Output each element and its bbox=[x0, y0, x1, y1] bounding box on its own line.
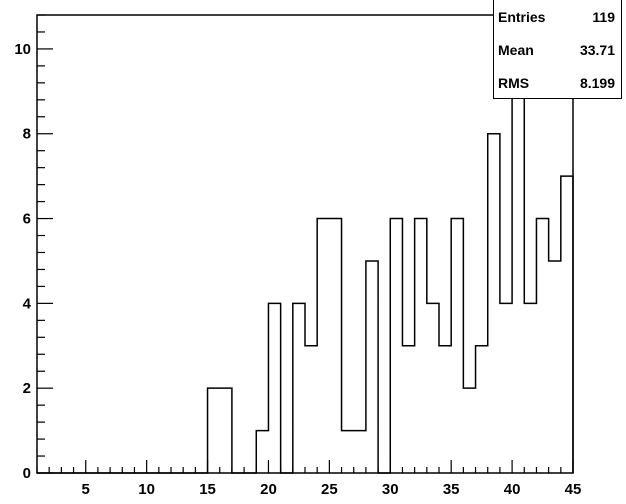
x-tick-label: 35 bbox=[443, 481, 460, 498]
y-tick-label: 0 bbox=[23, 465, 31, 482]
x-tick-labels: 5 10 15 20 25 30 35 40 45 bbox=[82, 481, 582, 498]
x-tick-label: 5 bbox=[82, 481, 90, 498]
y-tick-labels: 0 2 4 6 8 10 bbox=[14, 41, 31, 482]
x-tick-label: 25 bbox=[321, 481, 338, 498]
histogram-outline bbox=[37, 48, 574, 474]
stat-label: Entries bbox=[498, 8, 546, 25]
stat-label: Mean bbox=[498, 41, 534, 58]
x-tick-label: 10 bbox=[138, 481, 155, 498]
x-tick-label: 20 bbox=[260, 481, 277, 498]
stat-row-entries: Entries 119 bbox=[494, 0, 621, 33]
stat-row-rms: RMS 8.199 bbox=[494, 66, 621, 99]
y-tick-label: 4 bbox=[23, 295, 32, 312]
y-tick-label: 6 bbox=[23, 211, 31, 228]
y-tick-label: 10 bbox=[14, 41, 31, 58]
y-tick-label: 8 bbox=[23, 126, 31, 143]
x-tick-label: 30 bbox=[382, 481, 399, 498]
x-tick-label: 15 bbox=[199, 481, 216, 498]
x-tick-label: 45 bbox=[565, 481, 582, 498]
y-minor-ticks bbox=[37, 14, 53, 474]
x-tick-label: 40 bbox=[504, 481, 521, 498]
stat-value: 8.199 bbox=[579, 74, 615, 91]
stat-label: RMS bbox=[498, 74, 530, 91]
y-tick-label: 2 bbox=[23, 380, 31, 397]
stats-box: Entries 119 Mean 33.71 RMS 8.199 bbox=[493, 0, 622, 99]
stat-value: 33.71 bbox=[579, 41, 615, 58]
x-minor-ticks bbox=[36, 460, 574, 473]
stat-row-mean: Mean 33.71 bbox=[494, 33, 621, 66]
stat-value: 119 bbox=[592, 8, 615, 25]
